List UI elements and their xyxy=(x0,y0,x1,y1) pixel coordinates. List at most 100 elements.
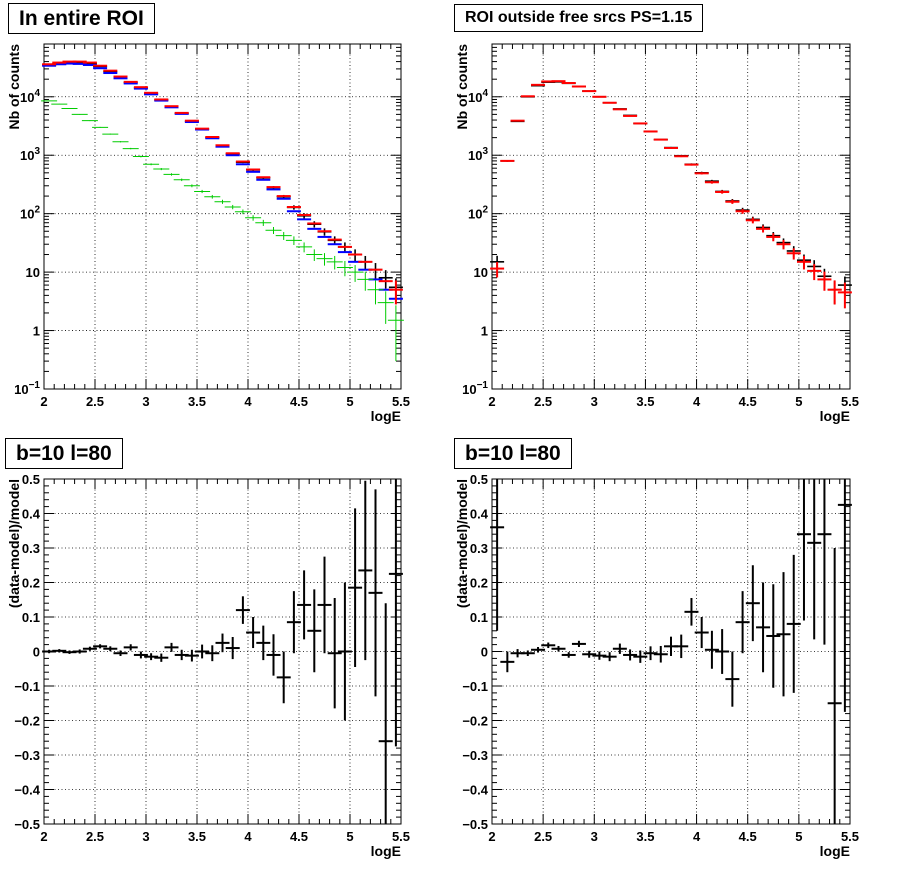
y-tick-label: 104 xyxy=(468,88,488,105)
x-tick-label: 3 xyxy=(591,394,598,409)
x-tick-label: 2 xyxy=(488,394,495,409)
x-tick-label: 5 xyxy=(346,394,353,409)
data-point xyxy=(205,645,220,662)
grid xyxy=(492,44,850,389)
data-point xyxy=(164,642,179,652)
y-tick-label: −0.4 xyxy=(14,783,40,798)
data-point xyxy=(61,108,78,110)
data-point xyxy=(643,130,658,133)
data-point xyxy=(122,147,139,150)
data-point xyxy=(72,649,87,654)
data-point xyxy=(195,644,210,659)
y-tick-label: 0 xyxy=(481,645,488,660)
y-tick-label: 0.4 xyxy=(22,507,41,522)
data-point xyxy=(725,651,740,707)
y-ticks xyxy=(44,43,401,390)
data-point xyxy=(112,141,129,143)
data-point xyxy=(490,479,505,631)
plot-frame xyxy=(491,43,851,390)
y-tick-label: −0.2 xyxy=(462,714,488,729)
y-tick-label: 10−1 xyxy=(14,380,40,397)
y-axis-label: (data-model)/model xyxy=(454,479,470,608)
data-point xyxy=(633,122,648,125)
x-tick-label: 3 xyxy=(142,829,149,844)
x-axis-label: logE xyxy=(371,408,401,424)
data-point xyxy=(633,650,648,663)
data-point xyxy=(194,189,211,194)
y-axis-label: (data-model)/model xyxy=(6,479,22,608)
series-4 xyxy=(41,100,404,362)
x-tick-label: 2 xyxy=(488,829,495,844)
data-point xyxy=(52,649,67,653)
x-tick-label: 2 xyxy=(40,829,47,844)
data-point xyxy=(735,208,750,214)
series-1 xyxy=(490,81,852,305)
data-point xyxy=(612,643,627,654)
x-axis-label: logE xyxy=(820,408,850,424)
data-point xyxy=(623,649,638,661)
data-point xyxy=(276,651,291,704)
data-point xyxy=(143,163,160,166)
data-point xyxy=(92,126,109,128)
y-tick-label: 103 xyxy=(468,146,488,163)
y-tick-label: −0.3 xyxy=(14,748,40,763)
y-tick-label: 0.3 xyxy=(470,541,488,556)
data-point xyxy=(704,180,719,184)
panel-2-title: ROI outside free srcs PS=1.15 xyxy=(454,4,704,32)
data-point xyxy=(807,264,822,281)
data-point xyxy=(286,591,301,654)
x-tick-label: 4.5 xyxy=(739,394,757,409)
y-tick-label: −0.5 xyxy=(14,817,40,832)
data-point xyxy=(653,138,668,141)
x-axis-label: logE xyxy=(820,843,850,859)
data-point xyxy=(837,282,852,309)
data-point xyxy=(674,634,689,659)
data-point xyxy=(41,100,58,102)
x-axis-label: logE xyxy=(371,843,401,859)
data-point xyxy=(377,291,394,324)
data-point xyxy=(306,249,323,261)
x-tick-label: 5.5 xyxy=(392,394,410,409)
panel-1-title: In entire ROI xyxy=(8,3,155,34)
data-point xyxy=(735,591,750,654)
x-tick-label: 4.5 xyxy=(290,829,308,844)
y-tick-label: 0.4 xyxy=(470,507,489,522)
data-point xyxy=(215,633,230,653)
data-point xyxy=(378,270,393,289)
data-point xyxy=(623,114,638,117)
grid xyxy=(44,44,401,389)
data-point xyxy=(214,199,231,204)
x-tick-label: 2.5 xyxy=(534,829,552,844)
data-point xyxy=(745,565,760,642)
data-point xyxy=(756,225,771,233)
plot-frame xyxy=(43,43,402,390)
panel-4: 2 2.5 3 3.5 4 4.5 5 5.5 −0.5 −0.4 −0.3 −0.2 −0.1 0 0.1… xyxy=(454,472,859,859)
data-point xyxy=(643,646,658,661)
y-tick-label: −0.5 xyxy=(462,817,488,832)
x-tick-label: 2.5 xyxy=(86,829,104,844)
y-tick-label: 0.2 xyxy=(22,576,40,591)
data-point xyxy=(357,271,374,291)
data-point xyxy=(786,554,801,693)
data-point xyxy=(602,101,617,104)
y-tick-label: 104 xyxy=(20,88,40,105)
data-point xyxy=(71,113,88,115)
data-point xyxy=(796,255,811,270)
panel-2: 2 2.5 3 3.5 4 4.5 5 5.5 10−1 1 10 102 103 104 logE Nb o… xyxy=(454,43,859,424)
y-tick-label: 10 xyxy=(26,265,40,280)
x-tick-label: 5.5 xyxy=(841,394,859,409)
x-tick-label: 2 xyxy=(40,394,47,409)
data-point xyxy=(235,596,250,624)
x-tick-label: 3.5 xyxy=(188,394,206,409)
data-point xyxy=(674,155,689,158)
data-point xyxy=(561,652,576,658)
data-point xyxy=(368,489,383,697)
data-point xyxy=(776,572,791,697)
data-point xyxy=(541,642,556,649)
y-tick-label: 10−1 xyxy=(462,380,488,397)
x-tick-label: 4.5 xyxy=(739,829,757,844)
data-point xyxy=(500,651,515,673)
data-point xyxy=(571,640,586,648)
data-point xyxy=(133,651,148,659)
y-tick-label: 0.2 xyxy=(470,576,488,591)
